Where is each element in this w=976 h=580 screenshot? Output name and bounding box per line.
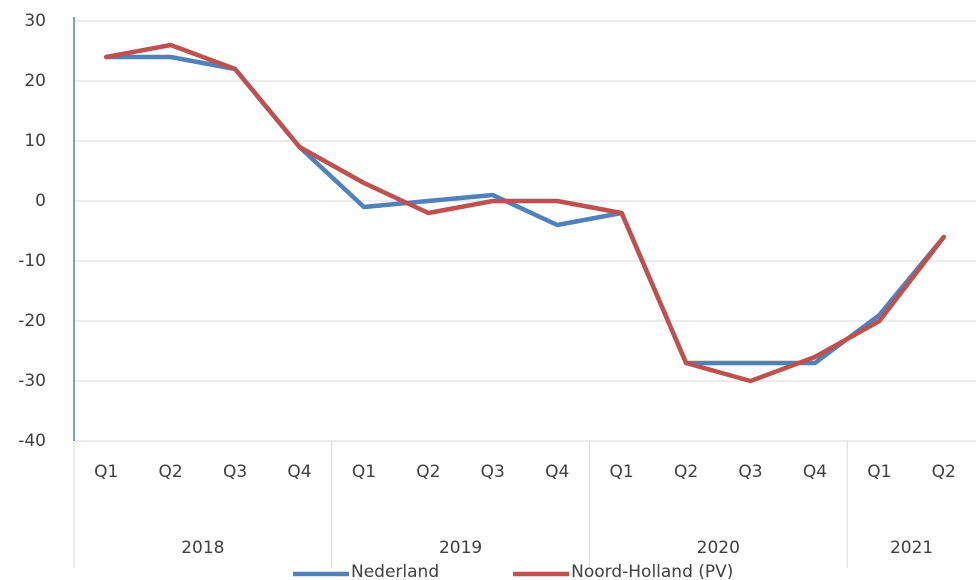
y-tick-label: -20 <box>18 311 46 331</box>
y-tick-label: -40 <box>18 431 46 451</box>
x-tick-label: Q3 <box>738 462 762 482</box>
x-tick-label: Q1 <box>352 462 376 482</box>
x-group-label: 2021 <box>890 538 933 558</box>
y-tick-label: 20 <box>24 71 46 91</box>
x-tick-label: Q4 <box>545 462 569 482</box>
x-tick-label: Q2 <box>932 462 956 482</box>
x-tick-label: Q2 <box>416 462 440 482</box>
x-group-label: 2019 <box>439 538 482 558</box>
x-tick-label: Q2 <box>674 462 698 482</box>
y-tick-label: -10 <box>18 251 46 271</box>
x-group-label: 2018 <box>181 538 224 558</box>
series-line <box>103 54 947 366</box>
x-tick-label: Q1 <box>94 462 118 482</box>
x-tick-label: Q2 <box>159 462 183 482</box>
y-tick-label: 0 <box>35 191 46 211</box>
x-tick-label: Q3 <box>223 462 247 482</box>
x-tick-label: Q4 <box>803 462 827 482</box>
y-tick-label: -30 <box>18 371 46 391</box>
x-tick-label: Q3 <box>481 462 505 482</box>
x-group-label: 2020 <box>697 538 740 558</box>
y-tick-label: 30 <box>24 11 46 31</box>
x-tick-label: Q4 <box>287 462 311 482</box>
legend-label: Noord-Holland (PV) <box>571 562 733 580</box>
x-tick-label: Q1 <box>610 462 634 482</box>
x-tick-label: Q1 <box>867 462 891 482</box>
series-line <box>103 42 947 384</box>
legend-label: Nederland <box>351 562 439 580</box>
y-tick-label: 10 <box>24 131 46 151</box>
